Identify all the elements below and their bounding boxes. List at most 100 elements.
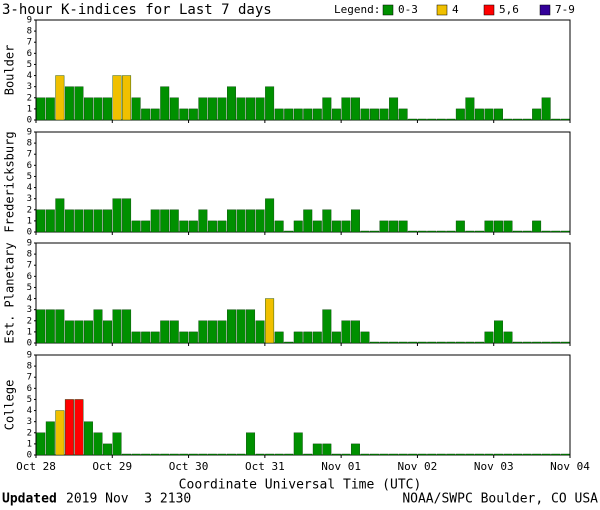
bar: [303, 108, 313, 121]
bar: [503, 453, 513, 456]
bar: [446, 118, 456, 121]
bar: [370, 453, 379, 456]
bar: [207, 320, 217, 344]
y-tick-label: 7: [27, 150, 32, 160]
bar: [541, 230, 551, 233]
bar: [293, 331, 303, 344]
bar: [293, 220, 303, 233]
y-tick-label: 1: [27, 439, 32, 449]
bar: [322, 309, 332, 344]
bar: [103, 320, 112, 344]
bar: [188, 331, 198, 344]
bar: [131, 453, 141, 456]
bar: [74, 86, 84, 121]
bar: [55, 309, 65, 344]
bar: [484, 108, 494, 121]
bar: [436, 118, 446, 121]
bar: [474, 108, 484, 121]
bar: [83, 97, 93, 121]
bar: [541, 341, 551, 344]
x-tick-label: Nov 03: [474, 460, 514, 473]
y-tick-label: 6: [27, 49, 32, 59]
bar: [350, 443, 360, 456]
legend-label: 4: [452, 3, 459, 16]
legend-swatch: [483, 4, 495, 16]
bar: [112, 309, 122, 344]
bar: [74, 320, 84, 344]
bar: [227, 209, 236, 233]
bar: [494, 453, 503, 456]
y-tick-label: 2: [27, 428, 32, 438]
bar: [513, 230, 523, 233]
bar: [112, 432, 122, 456]
bar: [160, 320, 170, 344]
bar: [131, 220, 141, 233]
bar: [274, 108, 284, 121]
bar: [370, 341, 379, 344]
bar: [322, 209, 332, 233]
x-tick-label: Oct 31: [245, 460, 285, 473]
bar: [350, 320, 360, 344]
y-tick-label: 1: [27, 104, 32, 114]
bar: [465, 453, 475, 456]
bar: [360, 230, 370, 233]
legend-label: 5,6: [499, 3, 519, 16]
bar: [427, 230, 437, 233]
bar: [36, 432, 46, 456]
y-tick-label: 8: [27, 139, 32, 149]
bar: [74, 209, 84, 233]
bar: [141, 453, 151, 456]
bar: [207, 220, 217, 233]
y-tick-label: 0: [27, 228, 32, 238]
bar: [198, 97, 208, 121]
bar: [93, 97, 103, 121]
bar: [103, 97, 112, 121]
bar: [322, 443, 332, 456]
bar: [455, 108, 465, 121]
bar: [398, 220, 408, 233]
bar: [255, 453, 265, 456]
bar: [446, 230, 456, 233]
bar: [551, 341, 561, 344]
legend-swatch: [539, 4, 551, 16]
bar: [198, 320, 208, 344]
bar: [93, 209, 103, 233]
bar: [103, 443, 112, 456]
y-tick-label: 2: [27, 205, 32, 215]
bar: [45, 97, 55, 121]
bar: [541, 97, 551, 121]
y-tick-label: 2: [27, 316, 32, 326]
bar: [494, 220, 503, 233]
y-tick-label: 3: [27, 305, 32, 315]
bar: [207, 453, 217, 456]
bar: [150, 209, 160, 233]
bar: [312, 443, 322, 456]
bar: [522, 453, 532, 456]
bar: [274, 453, 284, 456]
bar: [284, 341, 294, 344]
bar: [217, 453, 227, 456]
y-tick-label: 6: [27, 384, 32, 394]
bar: [36, 97, 46, 121]
x-tick-label: Oct 28: [16, 460, 56, 473]
bar: [36, 309, 46, 344]
bar: [379, 108, 389, 121]
y-tick-label: 4: [27, 183, 32, 193]
bar: [122, 198, 132, 233]
bar: [141, 331, 151, 344]
bar: [284, 453, 294, 456]
credit: NOAA/SWPC Boulder, CO USA: [402, 492, 598, 507]
y-tick-label: 2: [27, 93, 32, 103]
bar: [551, 230, 561, 233]
bar: [55, 410, 65, 456]
bar: [198, 453, 208, 456]
bar: [312, 331, 322, 344]
bar: [474, 341, 484, 344]
bar: [236, 453, 246, 456]
bar: [64, 209, 74, 233]
bar: [169, 97, 179, 121]
y-tick-label: 7: [27, 373, 32, 383]
bar: [503, 118, 513, 121]
bar: [408, 230, 418, 233]
bar: [379, 453, 389, 456]
